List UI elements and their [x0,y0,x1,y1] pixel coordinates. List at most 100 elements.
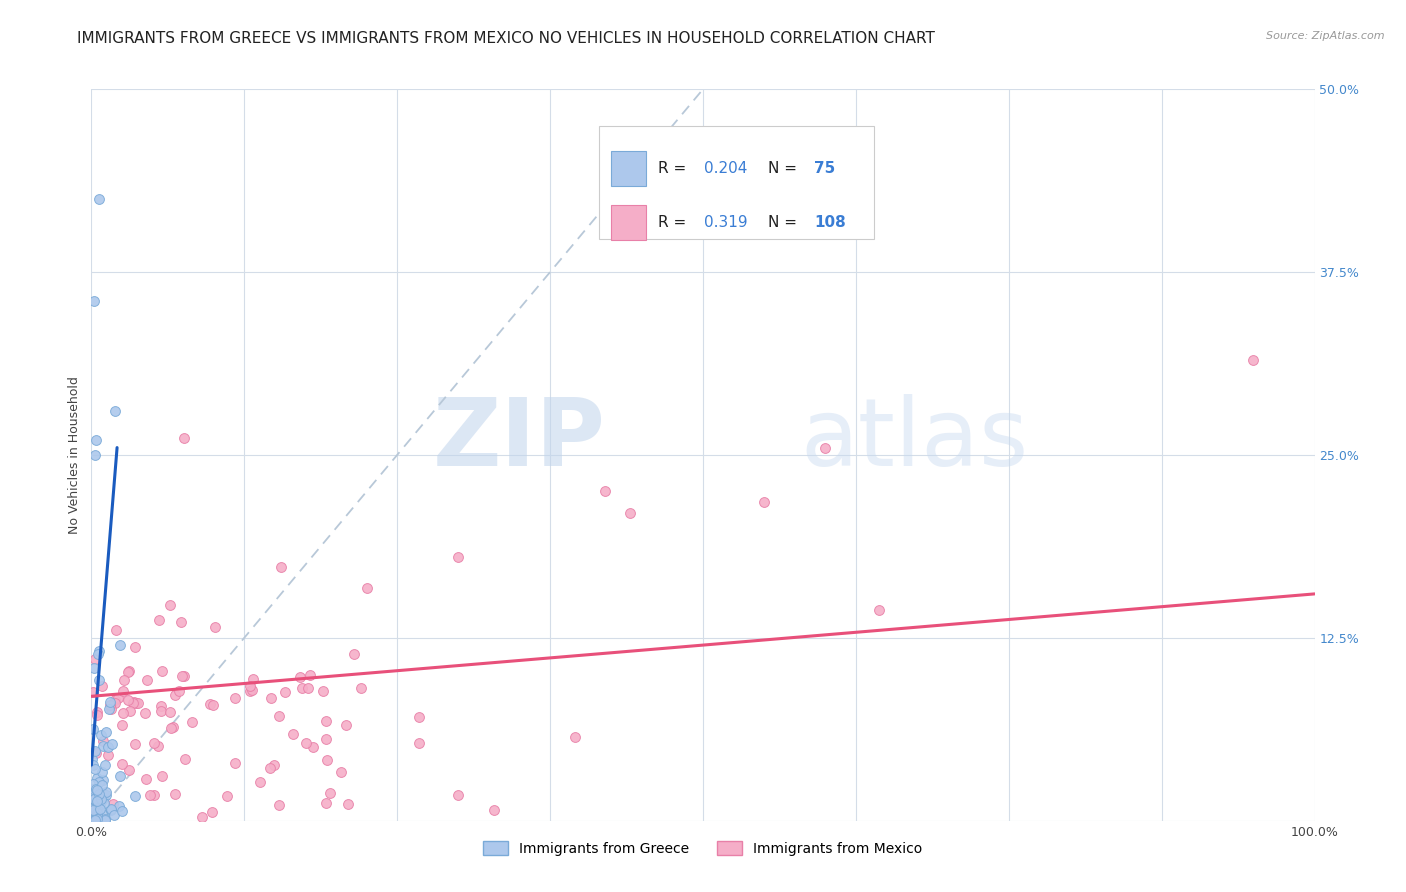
Point [127,696,149,710]
Point [117,665,139,679]
Point [446,789,468,803]
Point [135,772,157,787]
Point [84,448,107,462]
Point [150,698,173,713]
Point [80,799,103,814]
Point [96,748,118,763]
Point [83,796,105,810]
Point [356,581,378,595]
Point [86,782,108,797]
Point [80,801,103,815]
Point [198,698,221,712]
Point [104,692,127,706]
Point [91,778,114,792]
Point [329,765,352,780]
Point [150,704,173,718]
Point [408,736,430,750]
Point [84,652,107,666]
Point [86,807,108,822]
Point [94,785,117,799]
Text: N =: N = [768,215,801,229]
Point [86,771,108,785]
Point [104,697,127,711]
Point [191,810,214,824]
Point [84,762,107,776]
Point [267,709,290,723]
Point [82,685,104,699]
Point [101,737,124,751]
Point [107,690,129,705]
Point [350,681,373,695]
Text: 108: 108 [814,215,846,229]
Point [108,798,131,813]
Point [91,790,114,805]
Point [165,787,187,801]
Point [260,690,283,705]
Point [104,404,127,418]
Point [89,802,111,816]
Point [84,744,107,758]
Point [337,797,360,812]
Point [83,812,105,826]
Point [89,787,111,801]
Point [564,731,586,745]
Point [242,672,264,686]
Point [224,691,246,706]
Point [96,739,118,754]
Point [259,761,281,775]
Text: 0.204: 0.204 [704,161,748,177]
Point [91,773,114,788]
Point [91,764,114,779]
Point [754,494,776,508]
Point [83,791,105,805]
Point [87,673,110,688]
Text: R =: R = [658,215,690,229]
Point [82,782,104,797]
Point [83,294,105,309]
Point [122,695,145,709]
Point [91,793,114,807]
Point [408,710,430,724]
Point [94,813,117,827]
Point [86,805,108,820]
Y-axis label: No Vehicles in Household: No Vehicles in Household [67,376,82,533]
Point [217,789,239,804]
Point [124,737,146,751]
Point [619,507,641,521]
Point [84,782,107,797]
Point [93,796,115,810]
Text: 0.319: 0.319 [704,215,748,229]
Point [283,727,305,741]
Text: 75: 75 [814,161,835,177]
Point [89,643,111,657]
Point [91,786,114,800]
Point [112,706,135,720]
Point [90,791,112,805]
Point [295,736,318,750]
Point [343,648,366,662]
Point [91,739,114,753]
Point [204,620,226,634]
Point [159,705,181,719]
Point [82,777,104,791]
Point [315,714,337,728]
Point [82,789,104,803]
Point [94,758,117,772]
Point [86,794,108,808]
Point [162,720,184,734]
Point [82,757,104,772]
Point [173,669,195,683]
Point [94,812,117,826]
Text: atlas: atlas [801,394,1029,486]
Point [90,728,112,742]
Point [291,681,314,695]
Point [335,717,357,731]
Point [89,788,111,802]
Point [124,640,146,655]
Point [263,758,285,772]
Point [100,803,122,817]
Point [86,809,108,823]
Point [319,786,342,800]
Point [100,802,122,816]
Point [122,696,145,710]
